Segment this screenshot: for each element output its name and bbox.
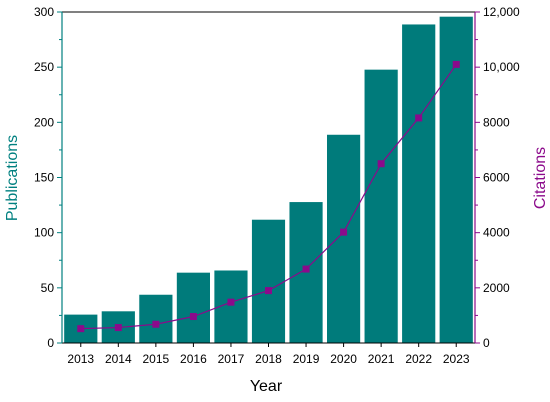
y-left-tick-label: 100 [34,226,54,240]
citations-point-2022 [415,114,423,122]
y-left-axis-title: Publications [4,135,21,221]
citations-point-2013 [77,325,85,333]
citations-point-2018 [265,287,272,295]
x-tick-label: 2018 [255,352,282,366]
y-right-tick-label: 2000 [483,281,510,295]
y-right-tick-label: 0 [483,336,490,350]
bar-2018 [251,219,286,344]
citations-point-2015 [152,320,160,328]
x-tick-label: 2017 [218,352,245,366]
y-right-tick-label: 10,000 [483,60,520,74]
y-left-tick-label: 200 [34,115,54,129]
x-tick-label: 2023 [443,352,470,366]
y-left-tick-label: 300 [34,5,54,19]
y-right-axis-title: Citations [532,147,549,209]
x-tick-label: 2022 [405,352,432,366]
x-tick-label: 2019 [293,352,320,366]
bar-2021 [363,69,399,344]
y-right-tick-label: 4000 [483,226,510,240]
x-tick-label: 2014 [105,352,132,366]
x-tick-label: 2021 [368,352,395,366]
y-right-tick-label: 8000 [483,115,510,129]
citations-line [77,60,460,333]
publication-bars [63,16,474,344]
bar-2016 [176,272,211,344]
bar-2020 [326,134,361,344]
y-left-tick-label: 0 [47,336,54,350]
y-left-tick-label: 150 [34,171,54,185]
bar-2015 [138,294,174,344]
bar-2023 [439,16,474,344]
citations-point-2020 [340,228,348,236]
y-right-tick-label: 12,000 [483,5,520,19]
citations-point-2021 [377,160,385,168]
axes: 2013 2014 2015 2016 2017 2018 2019 2020 2021 2022… [34,5,520,366]
x-tick-label: 2020 [330,352,357,366]
x-tick-label: 2013 [67,352,94,366]
x-tick-label: 2016 [180,352,207,366]
citations-point-2023 [452,60,460,68]
x-axis-title: Year [250,378,283,395]
bar-2022 [401,23,436,344]
citations-point-2019 [302,265,310,273]
x-tick-label: 2015 [143,352,170,366]
citations-point-2014 [114,324,122,332]
y-left-tick-label: 250 [34,60,54,74]
citations-point-2017 [227,298,235,306]
y-left-tick-label: 50 [41,281,55,295]
citations-point-2016 [189,313,197,321]
y-right-tick-label: 6000 [483,171,510,185]
